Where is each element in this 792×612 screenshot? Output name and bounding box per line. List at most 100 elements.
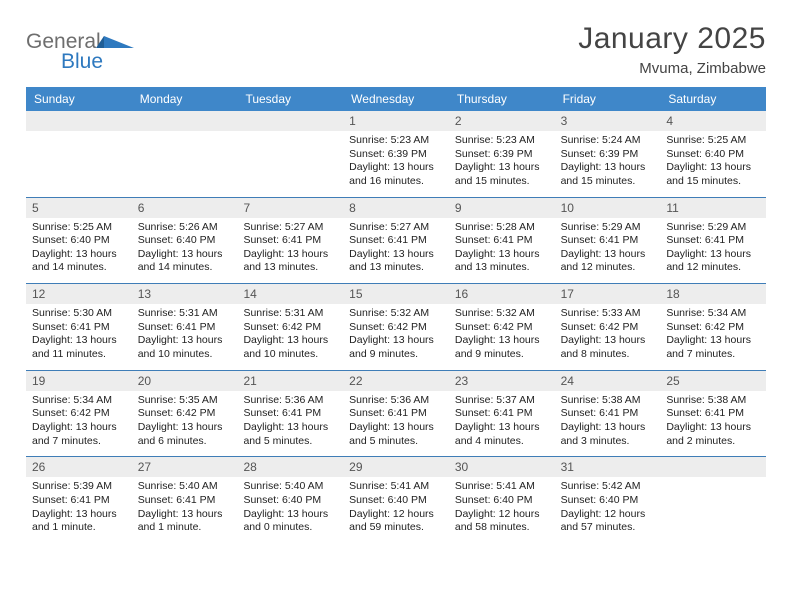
day-details: Sunrise: 5:32 AMSunset: 6:42 PMDaylight:… (449, 307, 555, 362)
sunset-line: Sunset: 6:42 PM (243, 321, 337, 335)
sunset-line: Sunset: 6:42 PM (455, 321, 549, 335)
day-number: 1 (343, 111, 449, 131)
title-block: January 2025 Mvuma, Zimbabwe (578, 22, 766, 77)
sunset-line: Sunset: 6:40 PM (243, 494, 337, 508)
calendar-cell: 31Sunrise: 5:42 AMSunset: 6:40 PMDayligh… (555, 457, 661, 543)
daylight-line: Daylight: 13 hours and 11 minutes. (32, 334, 126, 361)
day-of-week-label: Monday (132, 87, 238, 111)
daylight-line: Daylight: 12 hours and 58 minutes. (455, 508, 549, 535)
day-details: Sunrise: 5:27 AMSunset: 6:41 PMDaylight:… (237, 221, 343, 276)
sunrise-line: Sunrise: 5:23 AM (349, 134, 443, 148)
calendar-cell: 14Sunrise: 5:31 AMSunset: 6:42 PMDayligh… (237, 284, 343, 370)
calendar-week-row: 19Sunrise: 5:34 AMSunset: 6:42 PMDayligh… (26, 371, 766, 458)
day-number: 25 (660, 371, 766, 391)
day-of-week-label: Wednesday (343, 87, 449, 111)
day-number: 26 (26, 457, 132, 477)
calendar-cell: 10 Sunrise: 5:29 AMSunset: 6:41 PMDayligh… (555, 198, 661, 284)
daylight-line: Daylight: 13 hours and 15 minutes. (666, 161, 760, 188)
calendar-cell: 28Sunrise: 5:40 AMSunset: 6:40 PMDayligh… (237, 457, 343, 543)
sunrise-line: Sunrise: 5:33 AM (561, 307, 655, 321)
daylight-line: Daylight: 13 hours and 1 minute. (138, 508, 232, 535)
sunset-line: Sunset: 6:40 PM (561, 494, 655, 508)
day-details: Sunrise: 5:23 AMSunset: 6:39 PMDaylight:… (449, 134, 555, 189)
day-number: 6 (132, 198, 238, 218)
daylight-line: Daylight: 13 hours and 8 minutes. (561, 334, 655, 361)
sunset-line: Sunset: 6:42 PM (561, 321, 655, 335)
day-number: 17 (555, 284, 661, 304)
calendar-cell (132, 111, 238, 197)
day-number: 3 (555, 111, 661, 131)
sunrise-line: Sunrise: 5:41 AM (455, 480, 549, 494)
day-number: 22 (343, 371, 449, 391)
day-details: Sunrise: 5:40 AMSunset: 6:41 PMDaylight:… (132, 480, 238, 535)
daylight-line: Daylight: 13 hours and 10 minutes. (243, 334, 337, 361)
day-number: 16 (449, 284, 555, 304)
sunset-line: Sunset: 6:42 PM (138, 407, 232, 421)
day-details: Sunrise: 5:24 AMSunset: 6:39 PMDaylight:… (555, 134, 661, 189)
calendar-cell: 19Sunrise: 5:34 AMSunset: 6:42 PMDayligh… (26, 371, 132, 457)
logo-word2: Blue (61, 50, 103, 72)
day-number: 21 (237, 371, 343, 391)
sunrise-line: Sunrise: 5:30 AM (32, 307, 126, 321)
sunrise-line: Sunrise: 5:41 AM (349, 480, 443, 494)
daylight-line: Daylight: 13 hours and 10 minutes. (138, 334, 232, 361)
sunset-line: Sunset: 6:40 PM (455, 494, 549, 508)
calendar-cell: 7Sunrise: 5:27 AMSunset: 6:41 PMDaylight… (237, 198, 343, 284)
day-number (132, 111, 238, 131)
calendar-page: General Blue January 2025 Mvuma, Zimbabw… (0, 0, 792, 553)
daylight-line: Daylight: 13 hours and 15 minutes. (455, 161, 549, 188)
sunset-line: Sunset: 6:41 PM (32, 321, 126, 335)
calendar-cell: 2Sunrise: 5:23 AMSunset: 6:39 PMDaylight… (449, 111, 555, 197)
sunset-line: Sunset: 6:41 PM (349, 234, 443, 248)
calendar-cell: 11Sunrise: 5:29 AMSunset: 6:41 PMDayligh… (660, 198, 766, 284)
calendar-cell: 22 Sunrise: 5:36 AMSunset: 6:41 PMDayligh… (343, 371, 449, 457)
daylight-line: Daylight: 13 hours and 5 minutes. (349, 421, 443, 448)
day-number: 11 (660, 198, 766, 218)
day-details: Sunrise: 5:41 AMSunset: 6:40 PMDaylight:… (343, 480, 449, 535)
day-number: 9 (449, 198, 555, 218)
sunrise-line: Sunrise: 5:32 AM (455, 307, 549, 321)
day-number: 24 (555, 371, 661, 391)
day-details: Sunrise: 5:37 AMSunset: 6:41 PMDaylight:… (449, 394, 555, 449)
day-number: 10 (555, 198, 661, 218)
calendar-cell: 24Sunrise: 5:38 AMSunset: 6:41 PMDayligh… (555, 371, 661, 457)
daylight-line: Daylight: 13 hours and 9 minutes. (455, 334, 549, 361)
day-number: 8 (343, 198, 449, 218)
calendar-cell: 1Sunrise: 5:23 AMSunset: 6:39 PMDaylight… (343, 111, 449, 197)
sunset-line: Sunset: 6:39 PM (349, 148, 443, 162)
daylight-line: Daylight: 13 hours and 13 minutes. (243, 248, 337, 275)
page-header: General Blue January 2025 Mvuma, Zimbabw… (26, 22, 766, 77)
calendar-cell: 8Sunrise: 5:27 AMSunset: 6:41 PMDaylight… (343, 198, 449, 284)
day-details: Sunrise: 5:36 AMSunset: 6:41 PMDaylight:… (343, 394, 449, 449)
daylight-line: Daylight: 13 hours and 7 minutes. (666, 334, 760, 361)
day-number: 15 (343, 284, 449, 304)
calendar-cell: 13Sunrise: 5:31 AMSunset: 6:41 PMDayligh… (132, 284, 238, 370)
day-number: 30 (449, 457, 555, 477)
sunset-line: Sunset: 6:41 PM (666, 234, 760, 248)
sunset-line: Sunset: 6:41 PM (138, 494, 232, 508)
sunset-line: Sunset: 6:42 PM (32, 407, 126, 421)
sunrise-line: Sunrise: 5:27 AM (349, 221, 443, 235)
brand-logo: General Blue (26, 22, 146, 72)
sunset-line: Sunset: 6:42 PM (349, 321, 443, 335)
logo-sail-icon (104, 36, 134, 48)
sunrise-line: Sunrise: 5:28 AM (455, 221, 549, 235)
day-details: Sunrise: 5:29 AMSunset: 6:41 PMDaylight:… (555, 221, 661, 276)
day-details: Sunrise: 5:31 AMSunset: 6:42 PMDaylight:… (237, 307, 343, 362)
calendar-cell: 12 Sunrise: 5:30 AMSunset: 6:41 PMDayligh… (26, 284, 132, 370)
sunrise-line: Sunrise: 5:42 AM (561, 480, 655, 494)
day-number: 5 (26, 198, 132, 218)
sunrise-line: Sunrise: 5:26 AM (138, 221, 232, 235)
daylight-line: Daylight: 13 hours and 4 minutes. (455, 421, 549, 448)
sunset-line: Sunset: 6:39 PM (455, 148, 549, 162)
day-details: Sunrise: 5:25 AMSunset: 6:40 PMDaylight:… (660, 134, 766, 189)
day-of-week-label: Friday (555, 87, 661, 111)
calendar-cell (660, 457, 766, 543)
calendar-week-row: 26Sunrise: 5:39 AMSunset: 6:41 PMDayligh… (26, 457, 766, 543)
calendar-cell (237, 111, 343, 197)
day-number: 12 (26, 284, 132, 304)
sunrise-line: Sunrise: 5:34 AM (32, 394, 126, 408)
day-number: 27 (132, 457, 238, 477)
day-number: 13 (132, 284, 238, 304)
sunrise-line: Sunrise: 5:27 AM (243, 221, 337, 235)
